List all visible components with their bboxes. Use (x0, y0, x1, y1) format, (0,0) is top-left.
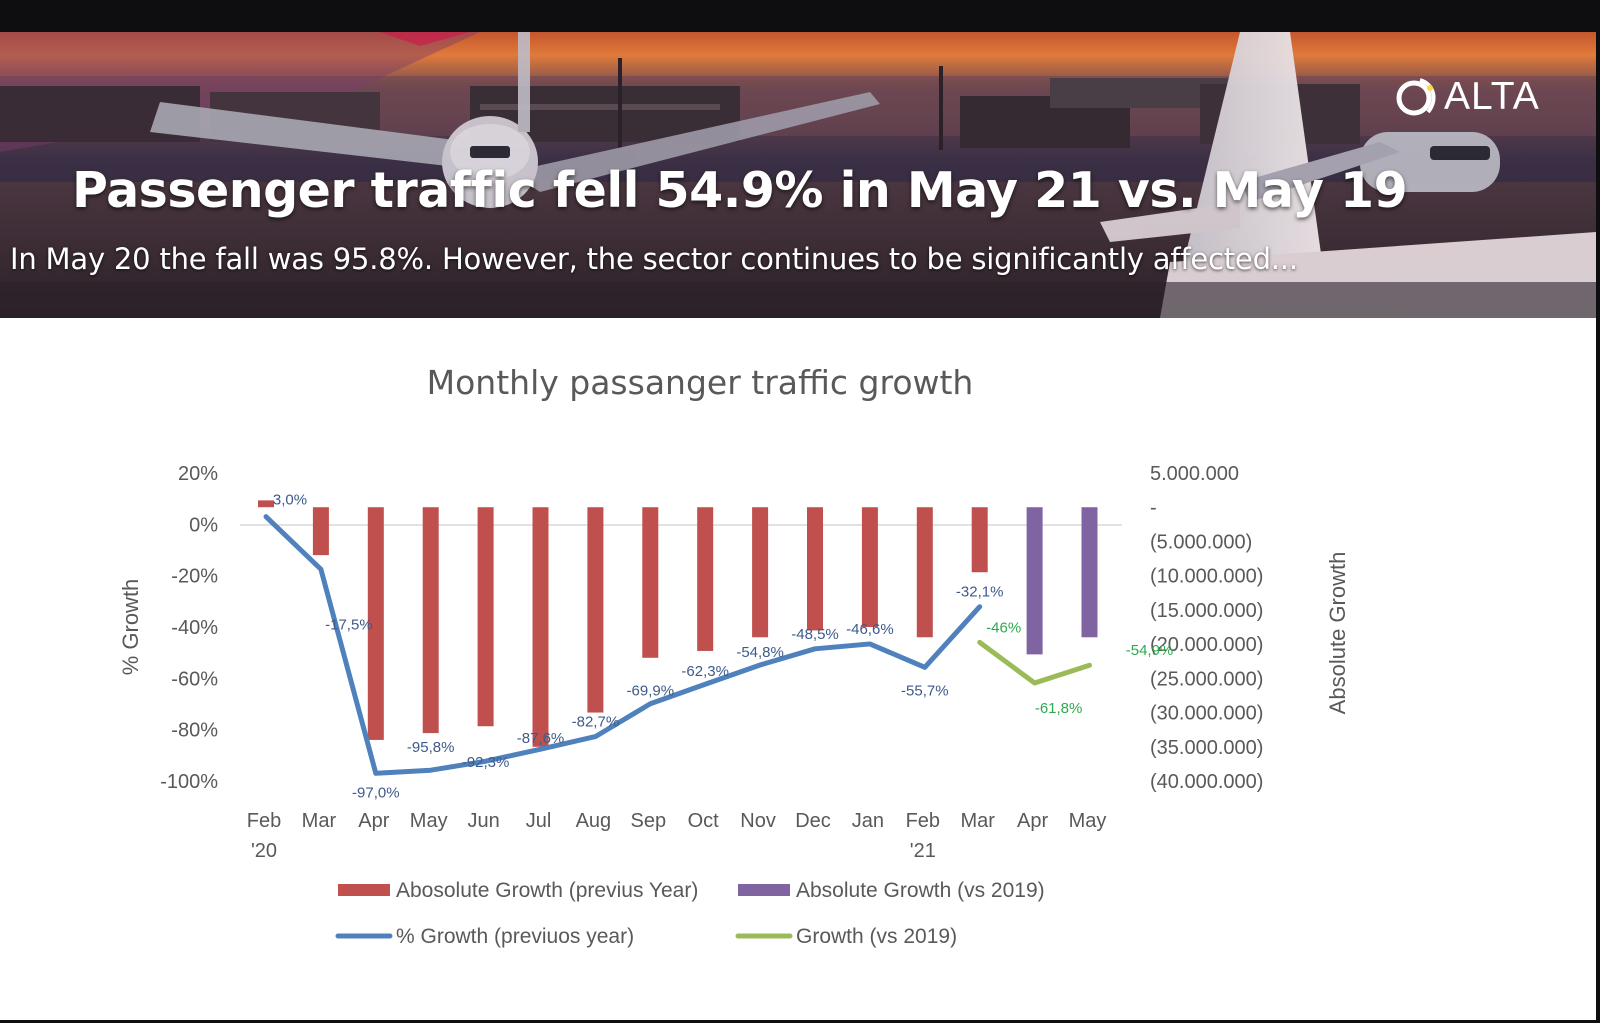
right-axis-tick-label: (15.000.000) (1150, 600, 1263, 622)
data-label-prev-year: -17,5% (325, 616, 373, 633)
right-axis-tick-label: (35.000.000) (1150, 737, 1263, 759)
data-label-prev-year: -48,5% (791, 626, 839, 643)
right-axis-tick-label: (40.000.000) (1150, 771, 1263, 793)
data-label-prev-year: -54,8% (736, 644, 784, 661)
bar-prev-year (367, 507, 384, 740)
line-prev-year (263, 514, 983, 776)
data-label-prev-year: -46,6% (846, 621, 894, 638)
slide: ALTA Passenger traffic fell 54.9% in May… (0, 32, 1596, 1020)
data-label-vs-2019: -46% (986, 619, 1021, 636)
header-banner: ALTA Passenger traffic fell 54.9% in May… (0, 32, 1596, 318)
right-axis-tick-label: (20.000.000) (1150, 634, 1263, 656)
bar-prev-year (642, 507, 659, 658)
x-axis-tick-label: Apr (1017, 810, 1048, 832)
legend-swatch (738, 884, 790, 896)
left-axis-tick-label: -100% (160, 771, 218, 793)
x-axis-ticks: Feb '20 Mar Apr May Jun Jul Aug Sep Oct Nov Dec Jan F… (247, 810, 1107, 862)
x-axis-tick-label: Jul (526, 810, 552, 832)
headline: Passenger traffic fell 54.9% in May 21 v… (72, 162, 1408, 219)
x-tick-line: '21 (910, 840, 936, 862)
left-axis-tick-label: -60% (171, 668, 218, 690)
left-axis-tick-label: 20% (178, 463, 218, 485)
lines (263, 514, 1092, 776)
bar-prev-year (807, 507, 823, 631)
bar-vs-2019 (1026, 507, 1043, 655)
x-axis-tick-label: Aug (576, 810, 612, 832)
bar-prev-year (258, 500, 274, 508)
alta-logo: ALTA (1394, 74, 1540, 120)
line-vs-2019 (977, 639, 1092, 686)
chart-title: Monthly passanger traffic growth (427, 363, 974, 402)
data-label-vs-2019: -61,8% (1035, 700, 1083, 717)
subheadline: In May 20 the fall was 95.8%. However, t… (10, 242, 1298, 276)
legend-swatch (338, 884, 390, 896)
right-axis-tick-label: (10.000.000) (1150, 566, 1263, 588)
bar-prev-year (312, 507, 329, 556)
x-axis-tick-label: Oct (688, 810, 720, 832)
legend-label: Absolute Growth (vs 2019) (796, 879, 1045, 902)
right-axis-ticks: 5.000.000 - (5.000.000) (10.000.000) (15.000… (1150, 463, 1263, 793)
x-axis-tick-label: Sep (631, 810, 667, 832)
right-axis-tick-label: (25.000.000) (1150, 668, 1263, 690)
data-label-prev-year: -82,7% (572, 714, 620, 731)
bar-prev-year (697, 507, 714, 651)
x-axis-tick-label: May (1069, 810, 1107, 832)
data-label-prev-year: -92,3% (462, 754, 510, 771)
data-label-prev-year: -32,1% (956, 584, 1004, 601)
bar-prev-year (422, 507, 439, 734)
x-axis-tick-label: Mar (302, 810, 337, 832)
data-label-prev-year: -95,8% (407, 739, 455, 756)
x-axis-tick-label: Jun (467, 810, 499, 832)
right-axis-tick-label: 5.000.000 (1150, 463, 1239, 485)
right-axis-tick-label: (30.000.000) (1150, 703, 1263, 725)
x-tick-line: Feb (247, 810, 281, 832)
data-label-prev-year: -97,0% (352, 784, 400, 801)
alta-swirl-icon (1396, 78, 1436, 116)
x-axis-tick-label: Feb '20 (247, 810, 281, 862)
x-tick-line: '20 (251, 840, 277, 862)
logo-text: ALTA (1444, 75, 1540, 118)
data-label-prev-year: 3,0% (273, 492, 307, 509)
x-axis-tick-label: Apr (358, 810, 389, 832)
bar-prev-year (971, 507, 988, 573)
bar-prev-year (477, 507, 494, 727)
bar-prev-year (587, 507, 604, 713)
data-label-prev-year: -69,9% (627, 683, 675, 700)
x-axis-tick-label: Dec (795, 810, 831, 832)
bar-prev-year (532, 507, 549, 747)
right-axis-tick-label: (5.000.000) (1150, 531, 1252, 553)
bars (258, 500, 1098, 747)
chart-area: Monthly passanger traffic growth 20%0%-2… (118, 363, 1350, 948)
left-axis-tick-label: -20% (171, 566, 218, 588)
left-axis-tick-label: -80% (171, 720, 218, 742)
data-label-prev-year: -62,3% (681, 663, 729, 680)
legend-label: Growth (vs 2019) (796, 925, 957, 948)
bar-vs-2019 (1081, 507, 1098, 638)
legend-label: Abosolute Growth (previus Year) (396, 879, 698, 902)
x-axis-tick-label: Nov (740, 810, 776, 832)
point-labels: 3,0% -17,5% -97,0% -95,8% -92,3% -87,6% -82,7%… (273, 492, 1173, 802)
data-label-prev-year: -87,6% (517, 730, 565, 747)
left-axis-tick-label: 0% (189, 514, 218, 536)
data-label-prev-year: -55,7% (901, 682, 949, 699)
left-axis-title: % Growth (118, 579, 143, 676)
left-axis-tick-label: -40% (171, 617, 218, 639)
x-axis-tick-label: Jan (852, 810, 884, 832)
x-axis-tick-label: Mar (960, 810, 995, 832)
bar-prev-year (916, 507, 933, 638)
banner-photo-background (0, 32, 1596, 318)
bar-prev-year (861, 507, 878, 627)
x-axis-tick-label: May (410, 810, 448, 832)
right-axis-title: Absolute Growth (1325, 552, 1350, 715)
x-axis-tick-label: Feb '21 (906, 810, 940, 862)
right-axis-tick-label: - (1150, 497, 1157, 519)
x-tick-line: Feb (906, 810, 940, 832)
left-axis-ticks: 20% 0% -20% -40% -60% -80% -100% (160, 463, 218, 793)
legend: Abosolute Growth (previus Year) Absolute … (335, 879, 1045, 948)
bar-prev-year (752, 507, 769, 638)
legend-label: % Growth (previuos year) (396, 925, 634, 948)
data-label-vs-2019: -54,9% (1126, 642, 1174, 659)
